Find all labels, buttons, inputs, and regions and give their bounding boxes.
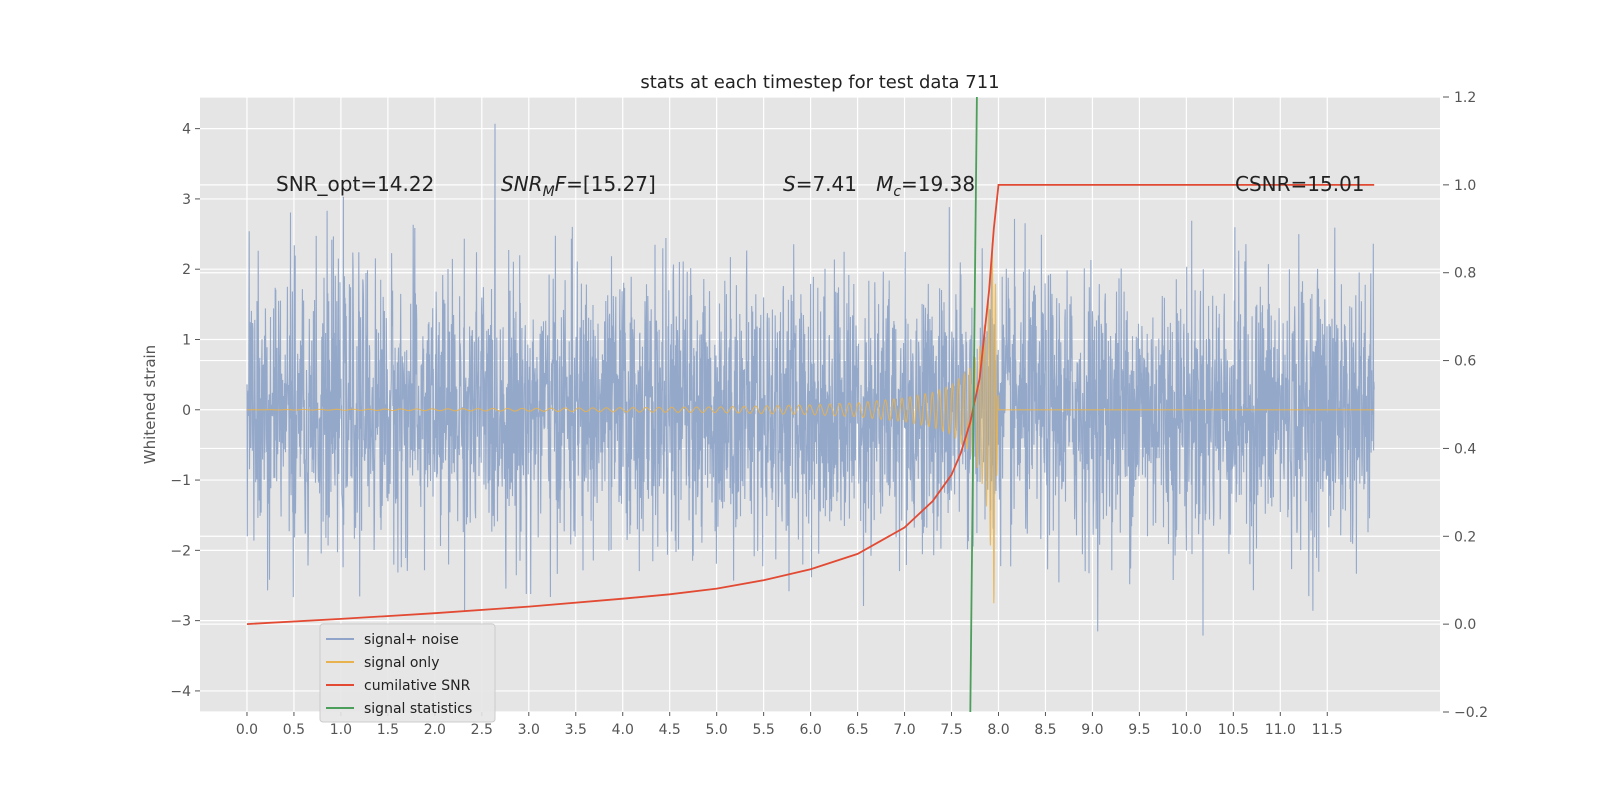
y-tick-label: 3 bbox=[182, 192, 191, 208]
annotation-mc-sub: c bbox=[893, 184, 901, 200]
annotation-snr-opt: SNR_opt=14.22 bbox=[276, 172, 434, 196]
signal-only-line bbox=[247, 243, 1375, 604]
annotation-csnr: CSNR=15.01 bbox=[1235, 172, 1365, 196]
x-tick-label: 10.5 bbox=[1218, 722, 1249, 738]
legend-label: signal statistics bbox=[364, 701, 472, 717]
annotation-snr-mf-sub: M bbox=[543, 184, 555, 200]
x-tick-label: 6.0 bbox=[799, 722, 821, 738]
y-tick-label: 2 bbox=[182, 262, 191, 278]
annotation-mc-symbol: M bbox=[876, 172, 893, 196]
annotation-s-symbol: S bbox=[783, 172, 796, 196]
y2-tick-label: −0.2 bbox=[1454, 705, 1488, 721]
legend-label: signal only bbox=[364, 655, 439, 671]
x-tick-label: 11.0 bbox=[1265, 722, 1296, 738]
y2-tick-label: 0.0 bbox=[1454, 617, 1476, 633]
annotation-snr-mf: SNRMF=[15.27] bbox=[501, 172, 656, 200]
annotation-mc-value: =19.38 bbox=[901, 172, 975, 196]
x-tick-label: 8.5 bbox=[1034, 722, 1056, 738]
cumulative-snr-line bbox=[246, 183, 1375, 625]
legend: signal+ noise signal only cumilative SNR si… bbox=[319, 623, 496, 723]
x-tick-label: 3.0 bbox=[518, 722, 540, 738]
signal-statistics-line bbox=[969, 97, 978, 712]
y2-tick-label: 0.2 bbox=[1454, 529, 1476, 545]
annotation-snr-mf-value: =[15.27] bbox=[566, 172, 656, 196]
y2-tick-label: 0.8 bbox=[1454, 266, 1476, 282]
x-tick-label: 9.5 bbox=[1128, 722, 1150, 738]
x-tick-label: 9.0 bbox=[1081, 722, 1103, 738]
legend-label: signal+ noise bbox=[364, 632, 459, 648]
x-tick-label: 8.0 bbox=[987, 722, 1009, 738]
legend-label: cumilative SNR bbox=[364, 678, 471, 694]
x-tick-label: 7.0 bbox=[893, 722, 915, 738]
y-tick-label: 1 bbox=[182, 332, 191, 348]
annotation-snr-mf-f: F bbox=[555, 172, 567, 196]
y2-tick-label: 1.2 bbox=[1454, 90, 1476, 106]
x-tick-label: 3.5 bbox=[565, 722, 587, 738]
annotation-s-mc: S=7.41 Mc=19.38 bbox=[783, 172, 975, 200]
x-tick-label: 2.5 bbox=[471, 722, 493, 738]
x-tick-label: 6.5 bbox=[846, 722, 868, 738]
annotation-snr-mf-base: SNR bbox=[501, 172, 543, 196]
y2-tick-label: 0.4 bbox=[1454, 441, 1476, 457]
legend-box bbox=[319, 623, 496, 723]
y-tick-label: −4 bbox=[170, 684, 191, 700]
y2-tick-label: 0.6 bbox=[1454, 354, 1476, 370]
signal-noise-line bbox=[246, 123, 1375, 636]
x-tick-label: 10.0 bbox=[1171, 722, 1202, 738]
y2-tick-label: 1.0 bbox=[1454, 178, 1476, 194]
x-tick-label: 5.5 bbox=[753, 722, 775, 738]
y-tick-label: 0 bbox=[182, 403, 191, 419]
y-tick-label: −3 bbox=[170, 614, 191, 630]
x-tick-label: 11.5 bbox=[1312, 722, 1343, 738]
x-tick-label: 0.5 bbox=[283, 722, 305, 738]
x-tick-label: 2.0 bbox=[424, 722, 446, 738]
annotation-s-value: =7.41 bbox=[796, 172, 876, 196]
x-tick-label: 0.0 bbox=[236, 722, 258, 738]
y-axis-label: Whitened strain bbox=[141, 345, 159, 464]
x-tick-label: 1.5 bbox=[377, 722, 399, 738]
y-tick-label: −2 bbox=[170, 543, 191, 559]
y-tick-label: −1 bbox=[170, 473, 191, 489]
x-tick-label: 1.0 bbox=[330, 722, 352, 738]
x-tick-label: 4.0 bbox=[612, 722, 634, 738]
x-tick-label: 7.5 bbox=[940, 722, 962, 738]
x-tick-label: 4.5 bbox=[659, 722, 681, 738]
y-tick-label: 4 bbox=[182, 122, 191, 138]
plot-content bbox=[246, 97, 1375, 712]
chart-title: stats at each timestep for test data 711 bbox=[640, 72, 999, 93]
x-tick-label: 5.0 bbox=[706, 722, 728, 738]
